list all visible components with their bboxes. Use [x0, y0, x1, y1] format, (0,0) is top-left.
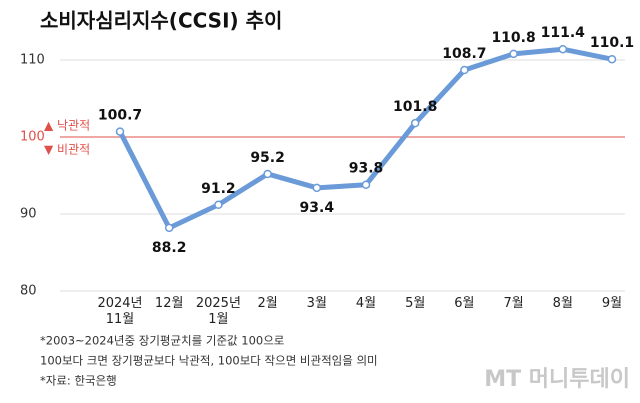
value-label: 100.7	[98, 108, 142, 124]
x-tick-label: 12월	[154, 296, 184, 311]
data-line	[117, 46, 613, 231]
value-label: 111.4	[541, 25, 586, 41]
data-point	[410, 118, 420, 128]
x-tick-label: 5월	[405, 296, 426, 311]
below-label: ▼ 비관적	[44, 143, 90, 157]
value-label: 108.7	[442, 46, 486, 62]
value-label: 110.8	[491, 30, 535, 46]
data-point	[263, 169, 272, 179]
y-tick-label: 80	[20, 284, 37, 299]
value-label: 93.8	[349, 161, 384, 177]
data-point	[164, 223, 174, 233]
footnote: *2003~2024년중 장기평균치를 기준값 100으로	[40, 334, 284, 348]
data-point	[460, 65, 469, 75]
y-tick-label: 90	[20, 207, 37, 222]
value-label: 93.4	[300, 200, 335, 216]
data-point	[115, 127, 125, 136]
above-label: ▲ 낙관적	[44, 119, 90, 133]
data-point	[607, 54, 617, 64]
x-tick-label: 8월	[552, 296, 573, 311]
value-label: 110.1	[590, 35, 634, 51]
y-tick-label: 100	[20, 130, 45, 145]
value-label: 88.2	[152, 240, 187, 256]
value-label: 101.8	[393, 99, 437, 115]
x-tick-label: 3월	[306, 296, 327, 311]
data-point	[214, 200, 223, 210]
watermark: MT 머니투데이	[484, 367, 630, 392]
y-tick-label: 110	[20, 53, 45, 68]
footnote: *자료: 한국은행	[40, 374, 117, 388]
value-label: 91.2	[201, 181, 236, 197]
footnote: 100보다 크면 장기평균보다 낙관적, 100보다 작으면 비관적임을 의미	[40, 354, 378, 368]
x-tick-label: 2월	[257, 296, 278, 311]
data-point	[312, 183, 322, 193]
chart-title: 소비자심리지수(CCSI) 추이	[40, 9, 282, 33]
x-tick-label: 9월	[601, 296, 623, 311]
value-label: 95.2	[250, 150, 285, 166]
data-point	[558, 44, 568, 54]
x-tick-label: 2024년 11월	[97, 296, 143, 327]
data-point	[361, 180, 371, 189]
x-tick-label: 7월	[503, 296, 524, 311]
x-tick-label: 2025년 1월	[195, 296, 241, 327]
data-point	[509, 49, 518, 59]
x-tick-label: 6월	[454, 296, 475, 311]
x-tick-label: 4월	[355, 296, 377, 311]
